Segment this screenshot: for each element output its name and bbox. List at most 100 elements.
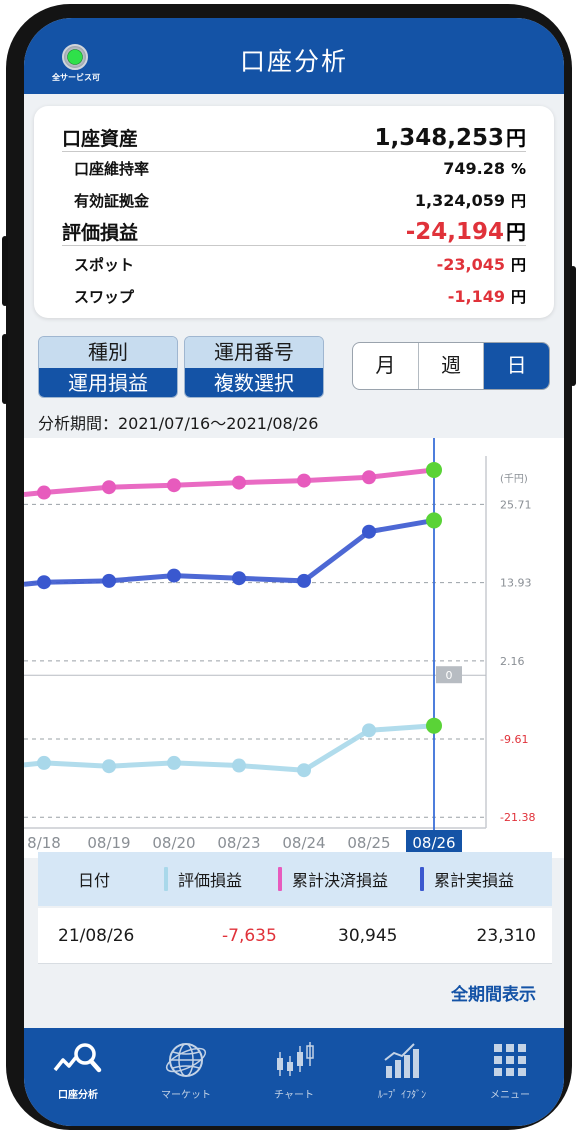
valuation-pl-label: 評価損益 bbox=[62, 222, 139, 244]
effective-margin-label: 有効証拠金 bbox=[74, 192, 150, 210]
zero-label: 0 bbox=[446, 669, 453, 682]
spot-label: スポット bbox=[74, 256, 135, 274]
series-line bbox=[24, 723, 435, 773]
zero-marker-box bbox=[436, 666, 462, 684]
x-tick-label: 8/18 bbox=[27, 834, 61, 852]
type-selector-button[interactable]: 種別 運用損益 bbox=[38, 336, 178, 398]
tab-label: マーケット bbox=[161, 1090, 211, 1101]
maintenance-rate-value: 749.28 bbox=[443, 159, 505, 178]
swap-unit: 円 bbox=[510, 288, 526, 306]
data-point bbox=[362, 524, 376, 539]
x-tick-label: 08/24 bbox=[282, 834, 325, 852]
y-tick-label: 13.93 bbox=[500, 577, 532, 590]
account-assets-unit: 円 bbox=[506, 126, 526, 150]
x-tick-label: 08/23 bbox=[217, 834, 260, 852]
x-tick-label: 08/25 bbox=[347, 834, 390, 852]
legend-swatch-valuation bbox=[164, 867, 168, 891]
account-assets-value: 1,348,253 bbox=[374, 125, 505, 151]
x-tick-label: 08/26 bbox=[412, 834, 455, 852]
period-segmented-control: 月 週 日 bbox=[352, 342, 550, 390]
period-option-month[interactable]: 月 bbox=[353, 343, 419, 389]
data-point bbox=[167, 568, 181, 583]
tab-account-analysis[interactable]: 口座分析 bbox=[24, 1038, 132, 1101]
account-analysis-icon bbox=[24, 1038, 132, 1082]
period-option-day[interactable]: 日 bbox=[484, 343, 549, 389]
swap-row: スワップ -1,149 円 bbox=[62, 286, 526, 307]
candlestick-icon bbox=[240, 1038, 348, 1082]
service-status-icon[interactable] bbox=[62, 44, 88, 70]
y-tick-label: 25.71 bbox=[500, 498, 532, 511]
page-title: 口座分析 bbox=[239, 47, 348, 76]
spot-unit: 円 bbox=[510, 256, 526, 274]
data-point bbox=[297, 573, 311, 588]
type-selector-value: 運用損益 bbox=[39, 368, 177, 397]
data-point bbox=[232, 475, 246, 490]
data-point bbox=[426, 717, 442, 734]
pl-line-chart[interactable]: (千円) 25.71 13.93 2.16 -9.61 -21.38 0 8/18 08/19 0… bbox=[24, 438, 564, 858]
spot-value: -23,045 bbox=[436, 255, 505, 274]
operation-number-label: 運用番号 bbox=[185, 337, 323, 368]
data-point bbox=[102, 759, 116, 774]
tab-label: ﾙｰﾌﾟ ｲﾌﾀﾞﾝ bbox=[377, 1090, 427, 1101]
valuation-pl-row: 評価損益 -24,194 円 bbox=[62, 216, 526, 246]
bottom-tab-bar: 口座分析 マーケット bbox=[24, 1028, 564, 1126]
data-point bbox=[102, 573, 116, 588]
maintenance-rate-row: 口座維持率 749.28% bbox=[62, 158, 526, 179]
effective-margin-unit: 円 bbox=[510, 192, 526, 210]
data-point bbox=[37, 755, 51, 770]
valuation-pl-unit: 円 bbox=[506, 220, 526, 244]
legend-swatch-settled bbox=[278, 867, 282, 891]
selected-x-label-box bbox=[406, 830, 462, 854]
phone-frame: 全サービス可 口座分析 口座資産 1,348,253 円 口座維持率 749.28… bbox=[2, 4, 576, 1130]
analysis-period-text: 分析期間：2021/07/16～2021/08/26 bbox=[38, 414, 319, 433]
column-header-date: 日付 bbox=[78, 871, 111, 890]
cell-settled: 30,945 bbox=[338, 926, 398, 946]
y-tick-label: 2.16 bbox=[500, 655, 525, 668]
maintenance-rate-label: 口座維持率 bbox=[74, 160, 150, 178]
side-button bbox=[2, 334, 8, 404]
data-point bbox=[232, 571, 246, 586]
cell-realized: 23,310 bbox=[476, 926, 536, 946]
period-option-week[interactable]: 週 bbox=[419, 343, 485, 389]
operation-number-selector-button[interactable]: 運用番号 複数選択 bbox=[184, 336, 324, 398]
effective-margin-value: 1,324,059 bbox=[414, 191, 505, 210]
series-line bbox=[24, 467, 435, 498]
full-period-link[interactable]: 全期間表示 bbox=[451, 985, 536, 1005]
chart-svg: (千円) 25.71 13.93 2.16 -9.61 -21.38 0 8/18 08/19 0… bbox=[24, 438, 535, 854]
legend-swatch-realized bbox=[420, 867, 424, 891]
swap-label: スワップ bbox=[74, 288, 135, 306]
app-screen: 全サービス可 口座分析 口座資産 1,348,253 円 口座維持率 749.28… bbox=[24, 18, 564, 1126]
tab-chart[interactable]: チャート bbox=[240, 1038, 348, 1101]
table-row: 21/08/26 -7,635 30,945 23,310 bbox=[38, 908, 552, 964]
data-point bbox=[102, 480, 116, 495]
valuation-pl-value: -24,194 bbox=[405, 219, 504, 245]
x-tick-label: 08/20 bbox=[152, 834, 195, 852]
data-point bbox=[426, 512, 442, 529]
service-status-label: 全サービス可 bbox=[52, 73, 100, 82]
tab-menu[interactable]: メニュー bbox=[456, 1038, 564, 1101]
side-button bbox=[570, 266, 576, 386]
data-point bbox=[167, 755, 181, 770]
spot-row: スポット -23,045 円 bbox=[62, 254, 526, 275]
y-tick-label: -21.38 bbox=[500, 811, 535, 824]
data-point bbox=[362, 723, 376, 738]
menu-grid-icon bbox=[456, 1038, 564, 1082]
type-selector-label: 種別 bbox=[39, 337, 177, 368]
globe-icon bbox=[132, 1038, 240, 1082]
data-point bbox=[37, 485, 51, 500]
tab-market[interactable]: マーケット bbox=[132, 1038, 240, 1101]
series-line bbox=[24, 517, 435, 587]
tab-label: 口座分析 bbox=[58, 1090, 98, 1101]
bar-chart-icon bbox=[348, 1038, 456, 1082]
column-header-realized: 累計実損益 bbox=[420, 867, 514, 891]
y-axis-unit-label: (千円) bbox=[500, 473, 528, 485]
side-button bbox=[2, 236, 8, 306]
data-point bbox=[37, 575, 51, 590]
tab-loop-ifdone[interactable]: ﾙｰﾌﾟ ｲﾌﾀﾞﾝ bbox=[348, 1038, 456, 1101]
operation-number-value: 複数選択 bbox=[185, 368, 323, 397]
maintenance-rate-unit: % bbox=[510, 160, 526, 178]
swap-value: -1,149 bbox=[447, 287, 505, 306]
account-assets-label: 口座資産 bbox=[62, 128, 139, 150]
data-point bbox=[362, 470, 376, 485]
account-summary-card: 口座資産 1,348,253 円 口座維持率 749.28% 有効証拠金 1,32… bbox=[34, 106, 554, 318]
